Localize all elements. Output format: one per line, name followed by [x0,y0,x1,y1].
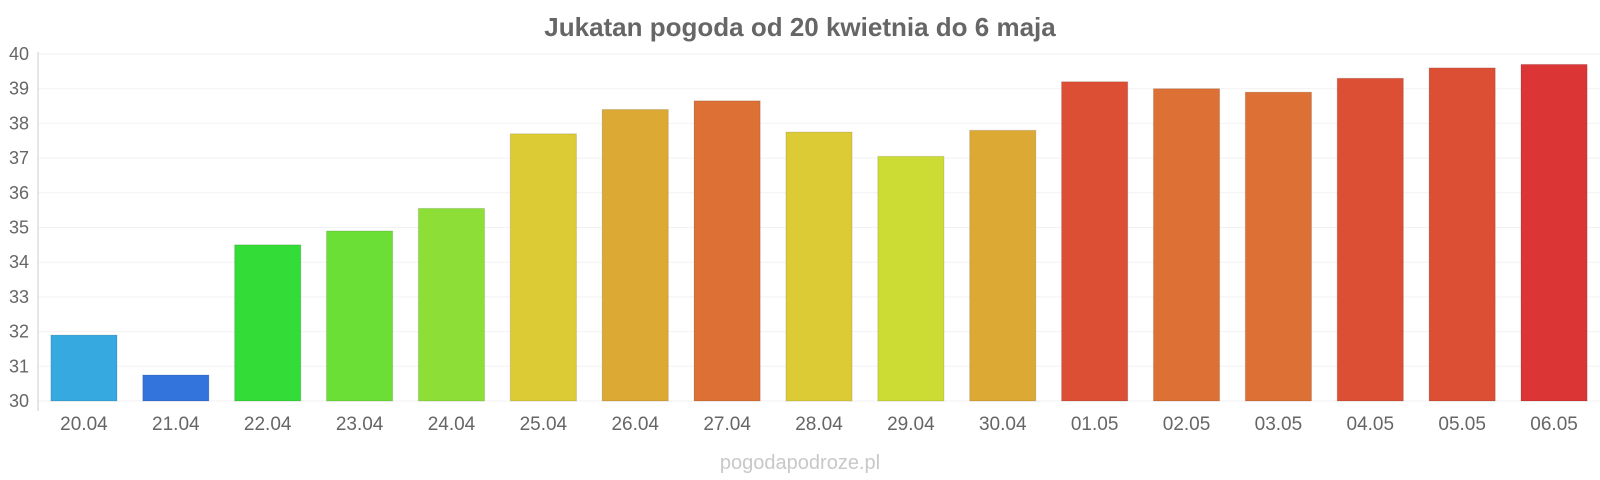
x-tick-label: 05.05 [1438,414,1486,435]
x-tick-label: 24.04 [428,414,476,435]
y-tick-label: 35 [9,218,29,238]
x-tick-label: 22.04 [244,414,292,435]
bar-03.05 [1244,91,1312,402]
x-tick-label: 28.04 [795,414,843,435]
x-tick-label: 01.05 [1071,414,1119,435]
x-tick-label: 26.04 [611,414,659,435]
bar-05.05 [1428,67,1496,402]
x-tick-label: 02.05 [1163,414,1211,435]
y-tick-label: 34 [9,252,29,272]
bar-01.05 [1061,81,1129,402]
x-axis-ticks: 20.04 21.04 22.04 23.04 24.04 25.04 26.04 27.04… [60,414,1578,435]
chart-title: Jukatan pogoda od 20 kwietnia do 6 maja [544,12,1056,42]
bar-02.05 [1152,88,1221,402]
x-tick-label: 20.04 [60,414,108,435]
bar-27.04 [693,100,761,402]
bar-30.04 [969,129,1037,402]
x-tick-label: 25.04 [520,414,568,435]
x-tick-label: 06.05 [1530,414,1578,435]
x-tick-label: 21.04 [152,414,200,435]
y-axis-ticks: 30 31 32 33 34 35 36 37 38 39 40 [9,44,29,411]
y-tick-label: 31 [9,356,29,376]
bar-06.05 [1520,63,1588,402]
y-tick-label: 32 [9,322,29,342]
y-tick-label: 39 [9,79,29,99]
bar-22.04 [234,244,302,402]
y-tick-label: 30 [9,391,29,411]
bar-04.05 [1336,77,1404,402]
watermark: pogodapodroze.pl [720,452,880,474]
bar-25.04 [509,133,577,402]
bars [50,63,1588,402]
x-tick-label: 27.04 [703,414,751,435]
y-tick-label: 40 [9,44,29,64]
bar-26.04 [601,109,669,402]
x-tick-label: 30.04 [979,414,1027,435]
bar-28.04 [785,131,853,402]
bar-20.04 [50,334,118,402]
x-tick-label: 04.05 [1347,414,1395,435]
y-tick-label: 33 [9,287,29,307]
bar-24.04 [417,207,486,402]
y-tick-label: 36 [9,183,29,203]
bar-23.04 [326,230,394,402]
x-tick-label: 23.04 [336,414,384,435]
x-tick-label: 03.05 [1255,414,1303,435]
bar-29.04 [877,155,945,402]
bar-21.04 [142,374,210,402]
y-tick-label: 38 [9,113,29,133]
x-tick-label: 29.04 [887,414,935,435]
y-tick-label: 37 [9,148,29,168]
